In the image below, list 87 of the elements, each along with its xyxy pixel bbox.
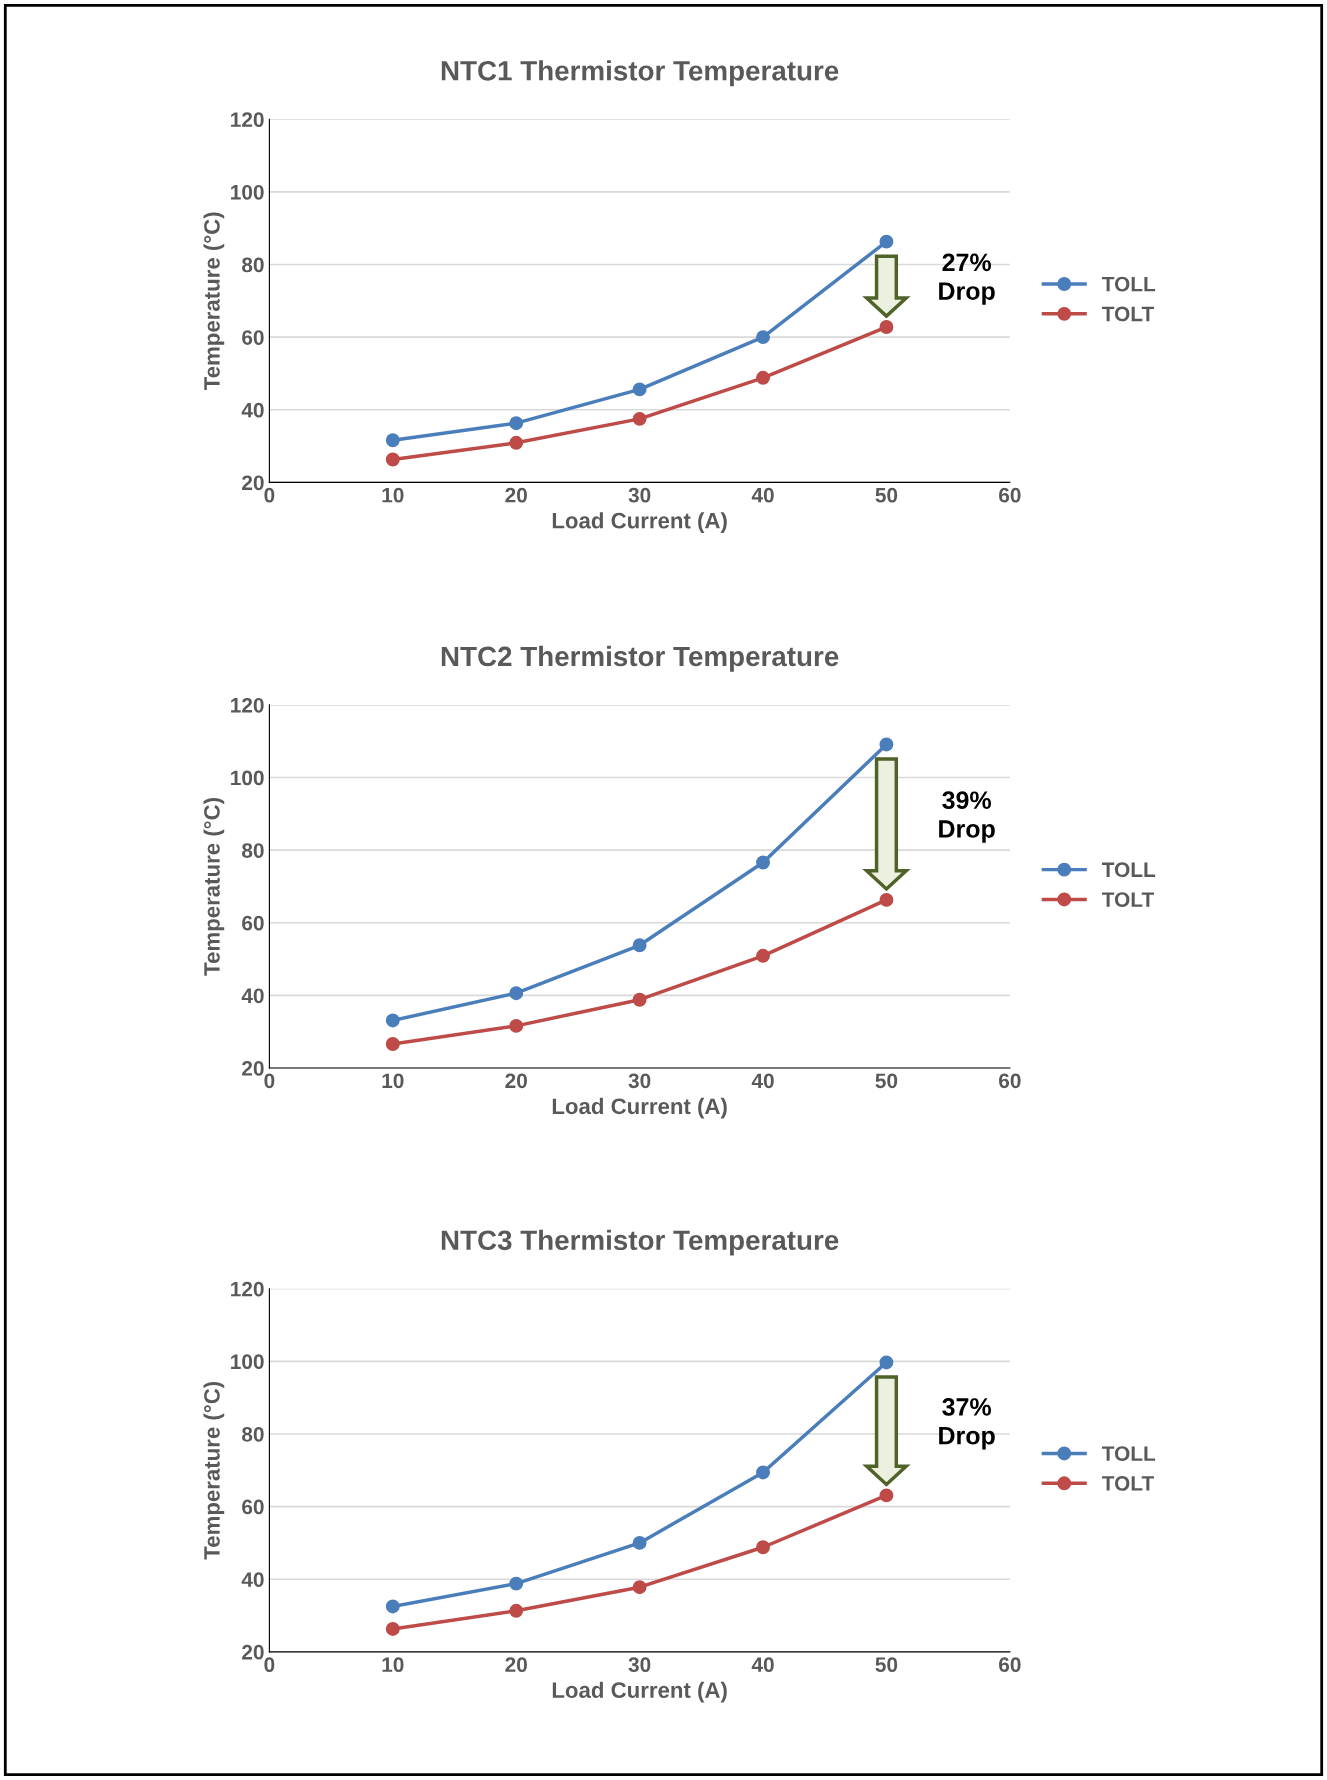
x-tick-label: 60 [999, 1657, 1021, 1672]
y-axis-title: Temperature (°C) [203, 798, 225, 976]
y-axis-title: Temperature (°C) [203, 212, 225, 391]
y-tick-label: 20 [242, 475, 264, 491]
legend-label: TOLT [1101, 1476, 1154, 1491]
chart-title: NTC3 Thermistor Temperature [441, 1229, 839, 1256]
x-tick-label: 50 [875, 487, 898, 503]
point [632, 992, 647, 1007]
y-tick-label: 60 [242, 1499, 264, 1515]
legend-label: TOLL [1101, 276, 1156, 292]
point [632, 382, 647, 397]
y-axis-title: Temperature (°C) [203, 1381, 225, 1560]
x-tick-label: 40 [751, 487, 774, 503]
x-tick-label: 60 [999, 1073, 1021, 1089]
point [385, 1599, 400, 1614]
y-tick-label: 60 [242, 915, 264, 931]
x-axis-title: Load Current (A) [552, 1681, 727, 1703]
y-tick-label: 100 [231, 184, 264, 200]
point [879, 737, 894, 752]
point [385, 1013, 400, 1028]
x-tick-label: 20 [505, 1657, 527, 1672]
x-tick-label: 10 [382, 487, 404, 503]
point [385, 1037, 400, 1051]
x-tick-label: 20 [505, 1073, 527, 1089]
point [879, 320, 894, 334]
point [385, 452, 400, 467]
y-tick-label: 20 [242, 1061, 264, 1076]
x-tick-label: 10 [382, 1657, 404, 1672]
x-tick-label: 30 [628, 1073, 651, 1089]
legend-label: TOLL [1101, 862, 1156, 878]
point [756, 1465, 770, 1480]
x-tick-label: 40 [751, 1073, 774, 1089]
point [509, 1018, 524, 1033]
x-tick-label: 40 [751, 1657, 774, 1672]
point [509, 1576, 524, 1591]
legend-label: TOLL [1101, 1446, 1156, 1461]
point [509, 435, 524, 450]
y-tick-label: 80 [242, 843, 264, 858]
point [632, 411, 647, 426]
annotation: 37% Drop [939, 1398, 995, 1450]
y-tick-label: 20 [242, 1644, 264, 1660]
y-tick-label: 40 [241, 988, 264, 1004]
legend-label: TOLT [1101, 306, 1154, 322]
point [509, 986, 524, 1001]
y-tick-label: 40 [241, 1572, 264, 1587]
y-tick-label: 120 [231, 697, 264, 713]
y-tick-label: 60 [242, 330, 264, 345]
y-tick-label: 100 [231, 770, 264, 786]
point [385, 1622, 400, 1636]
chart-title: NTC2 Thermistor Temperature [441, 645, 839, 672]
x-tick-label: 30 [628, 1657, 651, 1673]
x-tick-label: 0 [264, 1657, 275, 1672]
point [756, 1540, 770, 1555]
x-tick-label: 10 [382, 1073, 404, 1089]
point [879, 234, 894, 249]
annotation: 27% Drop [939, 253, 995, 305]
y-tick-label: 80 [242, 1426, 264, 1442]
y-tick-label: 100 [231, 1354, 264, 1370]
x-tick-label: 60 [999, 487, 1021, 503]
y-tick-label: 80 [242, 257, 264, 273]
y-tick-label: 40 [241, 402, 264, 418]
x-tick-label: 0 [264, 487, 275, 503]
x-axis-title: Load Current (A) [552, 1097, 727, 1119]
y-tick-label: 120 [231, 1281, 264, 1297]
point [756, 330, 770, 345]
point [385, 433, 400, 448]
point [879, 1488, 894, 1503]
point [879, 892, 894, 907]
x-tick-label: 30 [628, 487, 651, 503]
chart-title: NTC1 Thermistor Temperature [441, 60, 839, 87]
x-axis-title: Load Current (A) [552, 512, 727, 533]
point [509, 416, 524, 431]
point [632, 1580, 647, 1595]
x-tick-label: 50 [875, 1657, 898, 1672]
point [632, 938, 647, 953]
point [756, 948, 770, 963]
point [632, 1535, 647, 1550]
x-tick-label: 20 [505, 487, 527, 503]
y-tick-label: 120 [231, 112, 264, 128]
point [756, 855, 770, 870]
x-tick-label: 0 [264, 1073, 275, 1089]
x-tick-label: 50 [875, 1073, 898, 1089]
point [879, 1355, 894, 1370]
point [509, 1603, 524, 1618]
legend-label: TOLT [1101, 892, 1154, 907]
annotation: 39% Drop [939, 791, 995, 843]
point [756, 370, 770, 385]
